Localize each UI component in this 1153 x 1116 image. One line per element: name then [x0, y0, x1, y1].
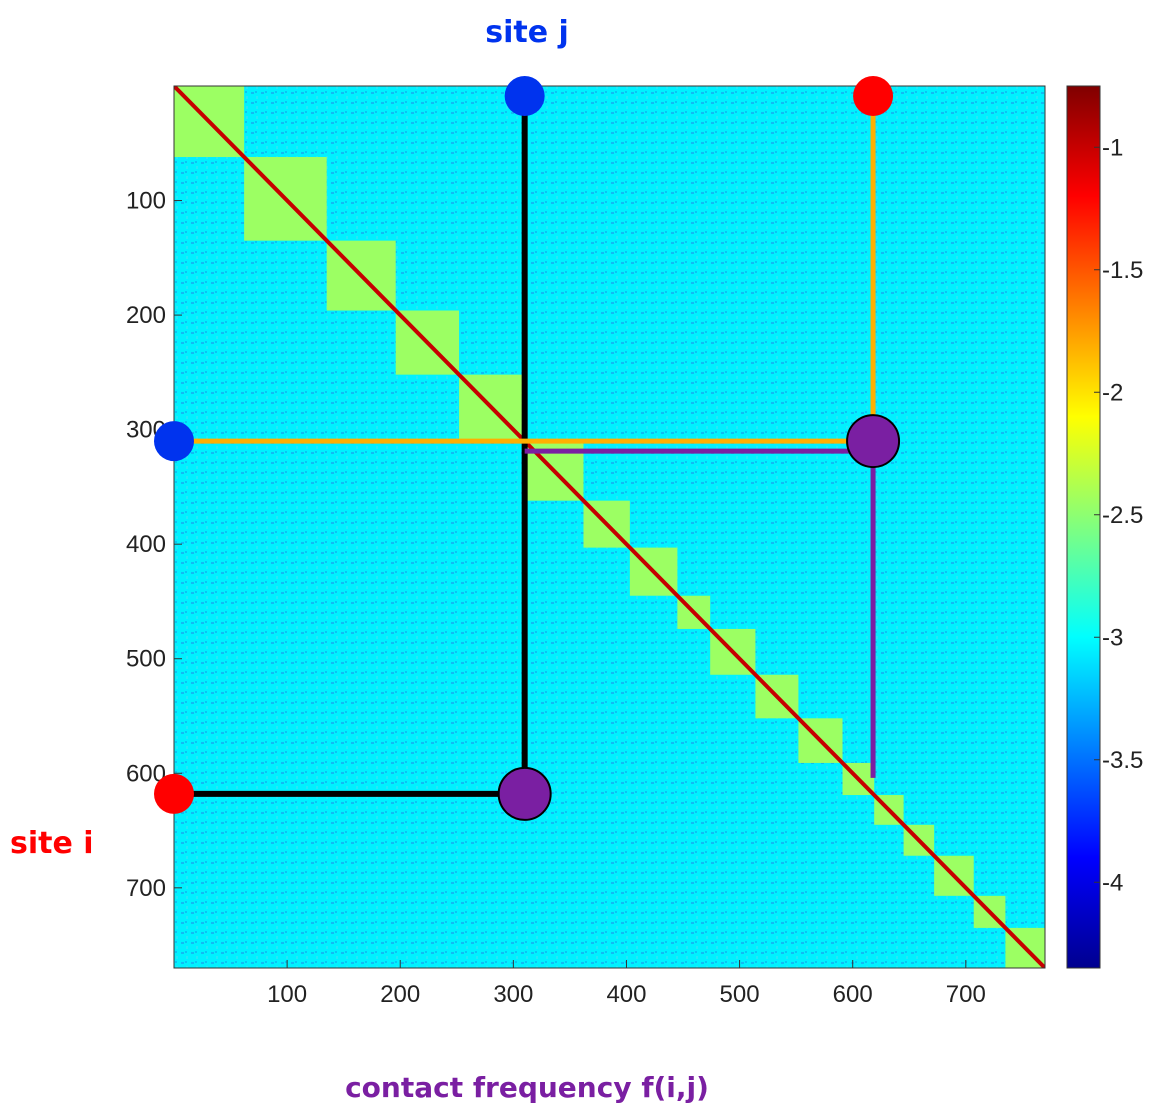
y-tick-label: 700 [126, 875, 166, 902]
colorbar-tick-label: -2 [1102, 379, 1123, 406]
x-tick-label: 100 [267, 981, 307, 1008]
diagonal-line [174, 86, 1045, 968]
x-tick-label: 200 [380, 981, 420, 1008]
contact-point-upper [846, 414, 901, 469]
site-i-label: site i [10, 826, 94, 861]
x-tick-label: 500 [720, 981, 760, 1008]
x-tick-label: 400 [606, 981, 646, 1008]
colorbar-ticks: -1 -1.5 -2 -2.5 -3 -3.5 -4 [1094, 134, 1143, 896]
site-i-left-dot [154, 773, 194, 814]
site-j-label: site j [485, 15, 569, 50]
x-tick-label: 700 [946, 981, 986, 1008]
colorbar-tick-label: -3 [1102, 624, 1123, 651]
site-j-left-dot [154, 421, 194, 462]
colorbar-tick-label: -1 [1102, 134, 1123, 161]
colorbar: -1 -1.5 -2 -2.5 -3 -3.5 -4 [1066, 85, 1143, 969]
y-tick-label: 100 [126, 188, 166, 215]
annotation-overlay [154, 76, 901, 821]
site-j-top-dot [504, 76, 545, 116]
colorbar-tick-label: -3.5 [1102, 747, 1143, 774]
heatmap-plot-area [174, 86, 1045, 968]
colorbar-tick-label: -2.5 [1102, 502, 1143, 529]
colorbar-tick-label: -1.5 [1102, 257, 1143, 284]
y-tick-label: 200 [126, 302, 166, 329]
site-i-top-dot [853, 76, 894, 116]
x-tick-label: 600 [833, 981, 873, 1008]
contact-frequency-label: contact frequency f(i,j) [345, 1071, 709, 1104]
y-tick-label: 500 [126, 646, 166, 673]
plot-frame [173, 85, 1046, 969]
y-tick-label: 400 [126, 531, 166, 558]
x-axis-ticks: 100 200 300 400 500 600 700 [267, 960, 986, 1008]
colorbar-tick-label: -4 [1102, 869, 1123, 896]
contact-point-lower [497, 766, 552, 821]
x-tick-label: 300 [493, 981, 533, 1008]
colorbar-gradient [1066, 85, 1101, 969]
